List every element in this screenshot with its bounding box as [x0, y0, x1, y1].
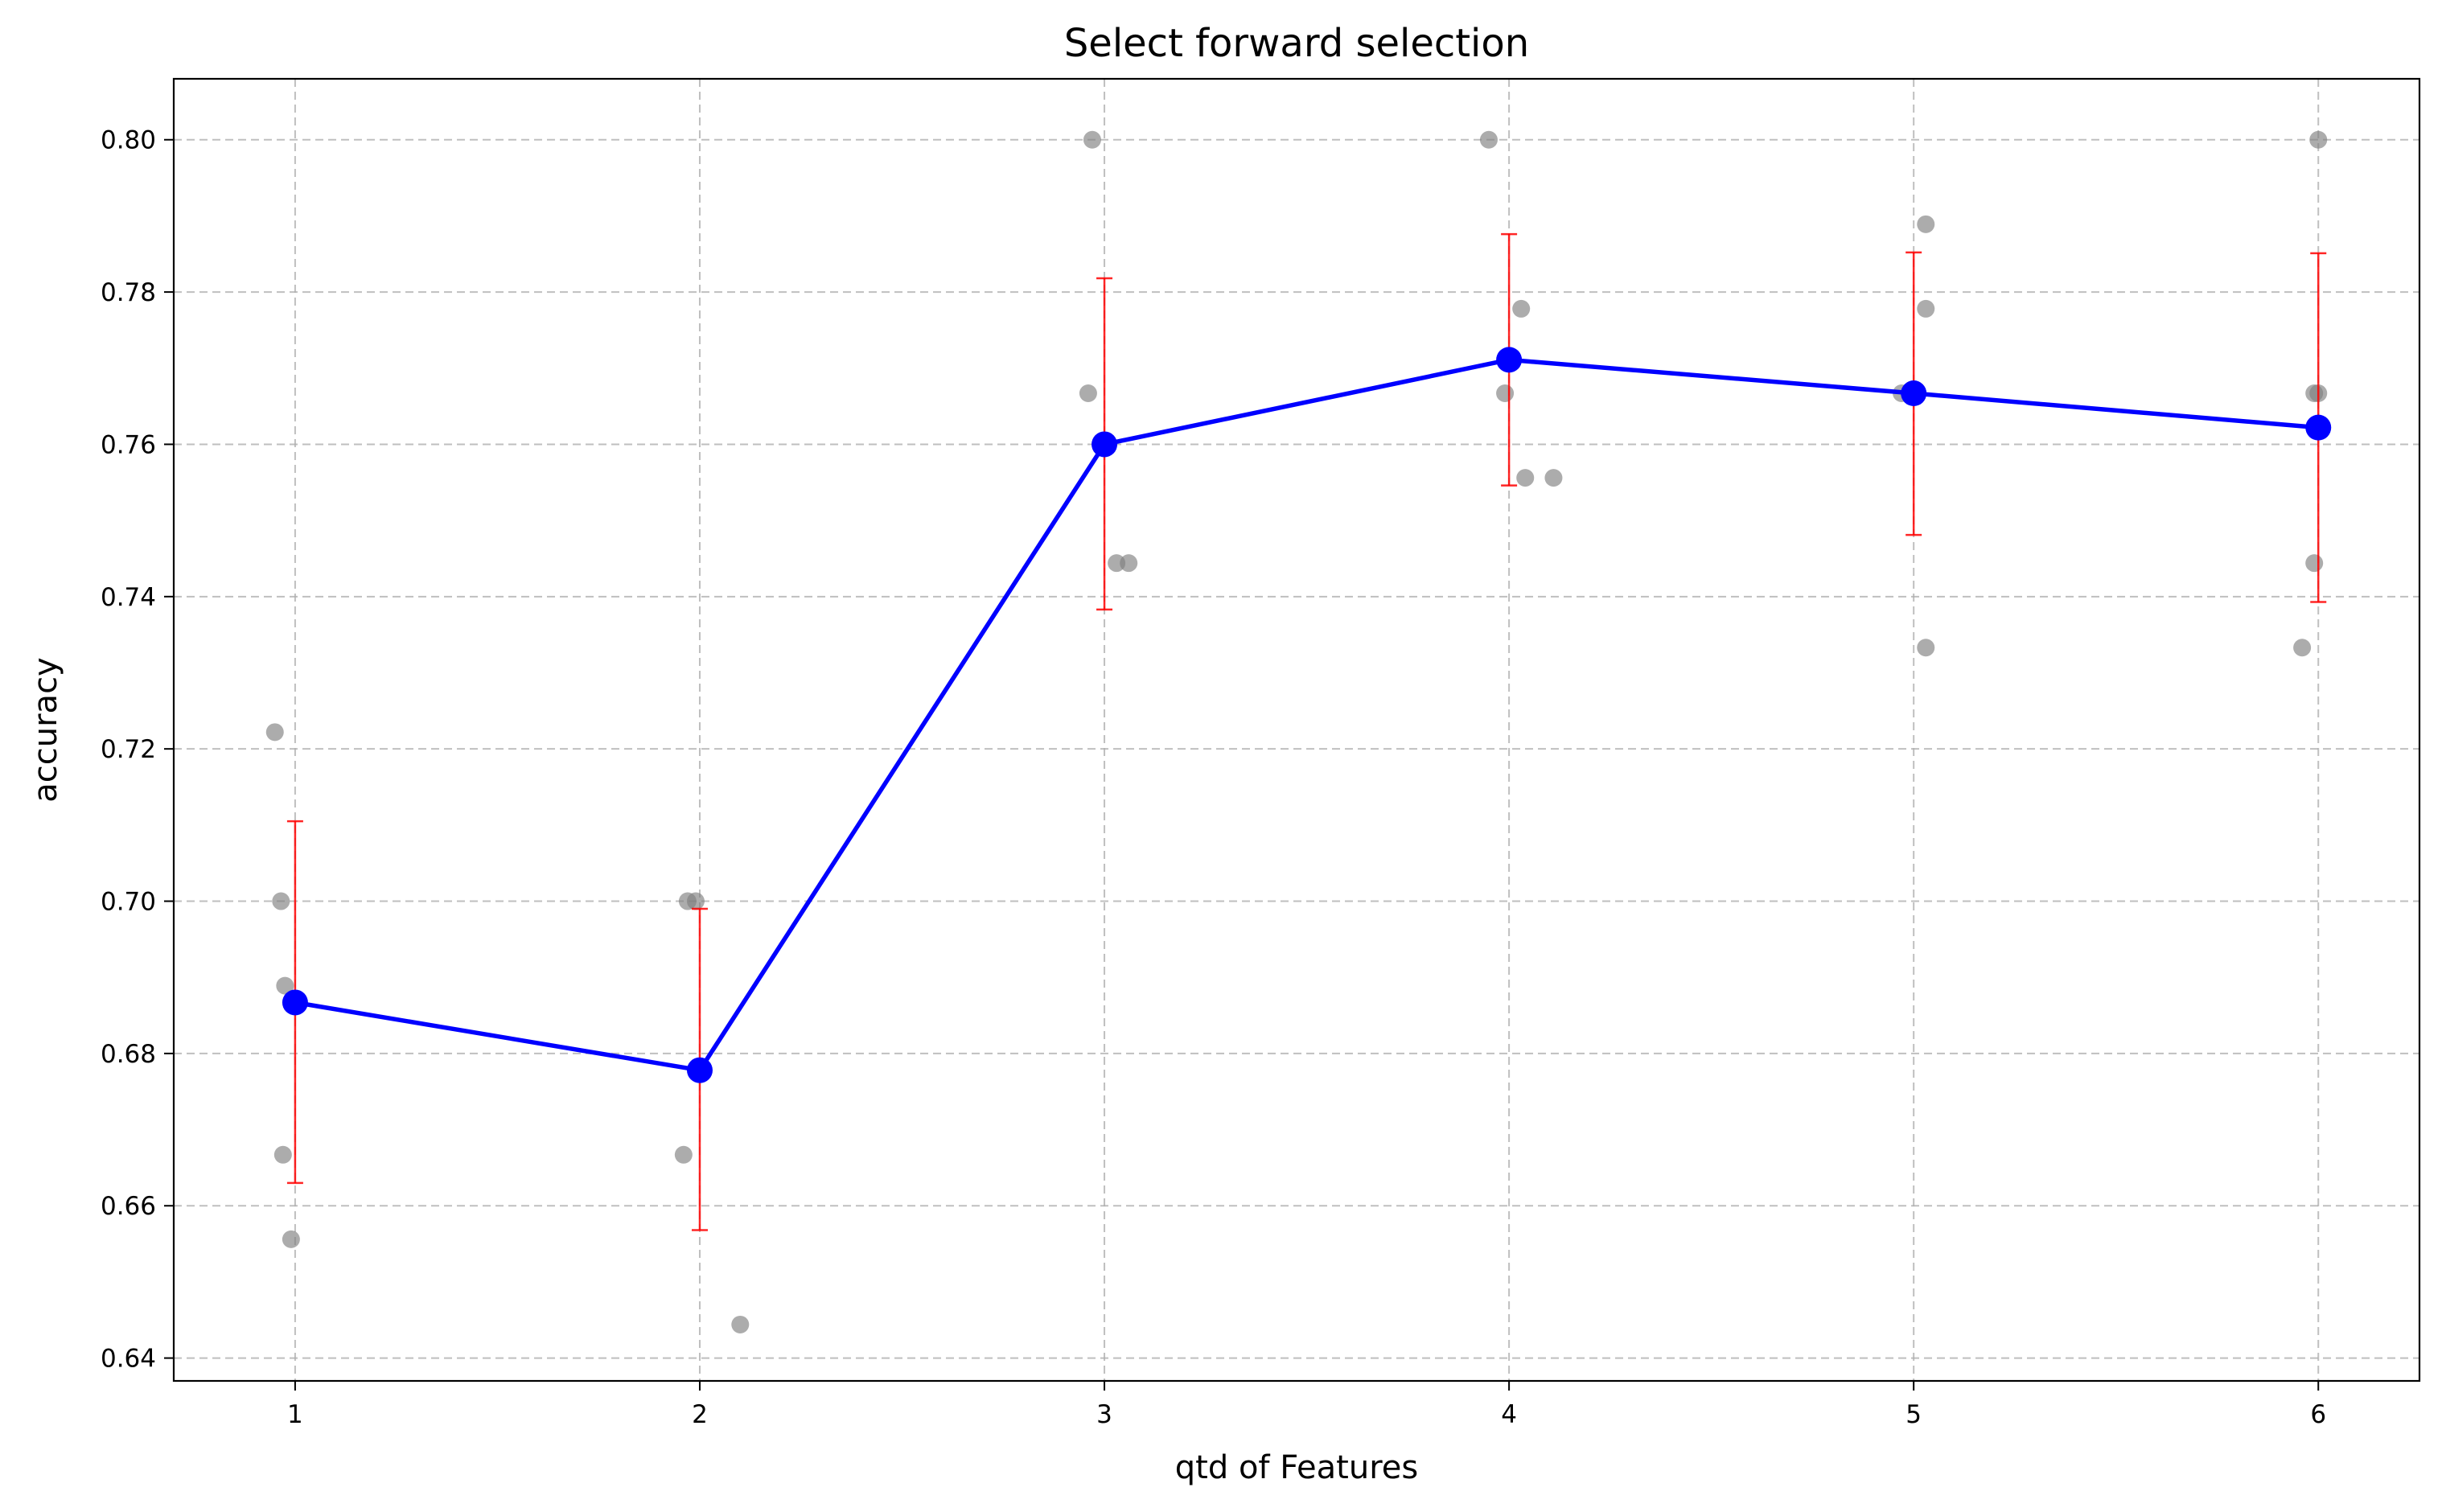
- scatter-point: [674, 1145, 693, 1164]
- scatter-point: [731, 1315, 750, 1333]
- scatter-point: [1496, 384, 1515, 403]
- mean-marker: [1092, 431, 1118, 458]
- scatter-point: [1917, 215, 1935, 233]
- chart-title: Select forward selection: [1064, 21, 1529, 66]
- x-tick-label: 6: [2310, 1400, 2326, 1429]
- y-tick-label: 0.80: [101, 126, 156, 155]
- y-tick-label: 0.78: [101, 278, 156, 307]
- mean-line-series: [294, 357, 2319, 1073]
- scatter-point: [276, 976, 294, 995]
- mean-marker: [282, 989, 308, 1016]
- mean-line: [294, 357, 2319, 1073]
- scatter-point: [1079, 384, 1097, 403]
- x-axis-label: qtd of Features: [1175, 1449, 1418, 1486]
- scatter-point: [1544, 469, 1563, 487]
- grid-lines: [174, 79, 2419, 1381]
- scatter-point: [1512, 299, 1531, 318]
- plot-area-frame: [172, 77, 2421, 1383]
- x-tick-label: 1: [287, 1400, 303, 1429]
- mean-marker: [2305, 414, 2332, 441]
- y-tick-label: 0.64: [101, 1345, 156, 1374]
- y-tick-label: 0.74: [101, 583, 156, 612]
- y-tick-label: 0.70: [101, 888, 156, 917]
- scatter-point: [2305, 554, 2324, 573]
- scatter-point: [265, 723, 284, 742]
- x-tick-label: 4: [1501, 1400, 1517, 1429]
- scatter-point: [1917, 639, 1935, 657]
- x-axis-ticks: 1 2 3 4 5 6: [287, 1381, 2326, 1429]
- scatter-point: [1083, 130, 1101, 149]
- scatter-point: [282, 1230, 300, 1248]
- error-bars: [286, 232, 2327, 1231]
- y-tick-label: 0.68: [101, 1040, 156, 1069]
- scatter-point: [272, 892, 290, 910]
- y-tick-label: 0.66: [101, 1192, 156, 1221]
- scatter-point: [1120, 554, 1138, 573]
- scatter-point: [1479, 130, 1498, 149]
- scatter-point: [686, 892, 705, 910]
- y-axis-label: accuracy: [27, 657, 64, 802]
- scatter-point: [1917, 299, 1935, 318]
- scatter-point: [273, 1145, 292, 1164]
- y-tick-label: 0.76: [101, 430, 156, 459]
- x-tick-label: 3: [1096, 1400, 1112, 1429]
- mean-marker: [686, 1057, 713, 1083]
- y-tick-label: 0.72: [101, 735, 156, 764]
- y-axis-ticks: 0.64 0.66 0.68 0.70 0.72 0.74 0.76 0.78 0.80: [101, 126, 174, 1374]
- scatter-point: [1108, 554, 1126, 573]
- mean-marker: [1496, 347, 1523, 373]
- mean-markers: [282, 347, 2332, 1083]
- x-tick-label: 2: [692, 1400, 708, 1429]
- scatter-point: [1516, 469, 1535, 487]
- scatter-point: [2293, 639, 2312, 657]
- mean-marker: [1901, 380, 1927, 407]
- scatter-point: [2309, 130, 2328, 149]
- x-tick-label: 5: [1906, 1400, 1922, 1429]
